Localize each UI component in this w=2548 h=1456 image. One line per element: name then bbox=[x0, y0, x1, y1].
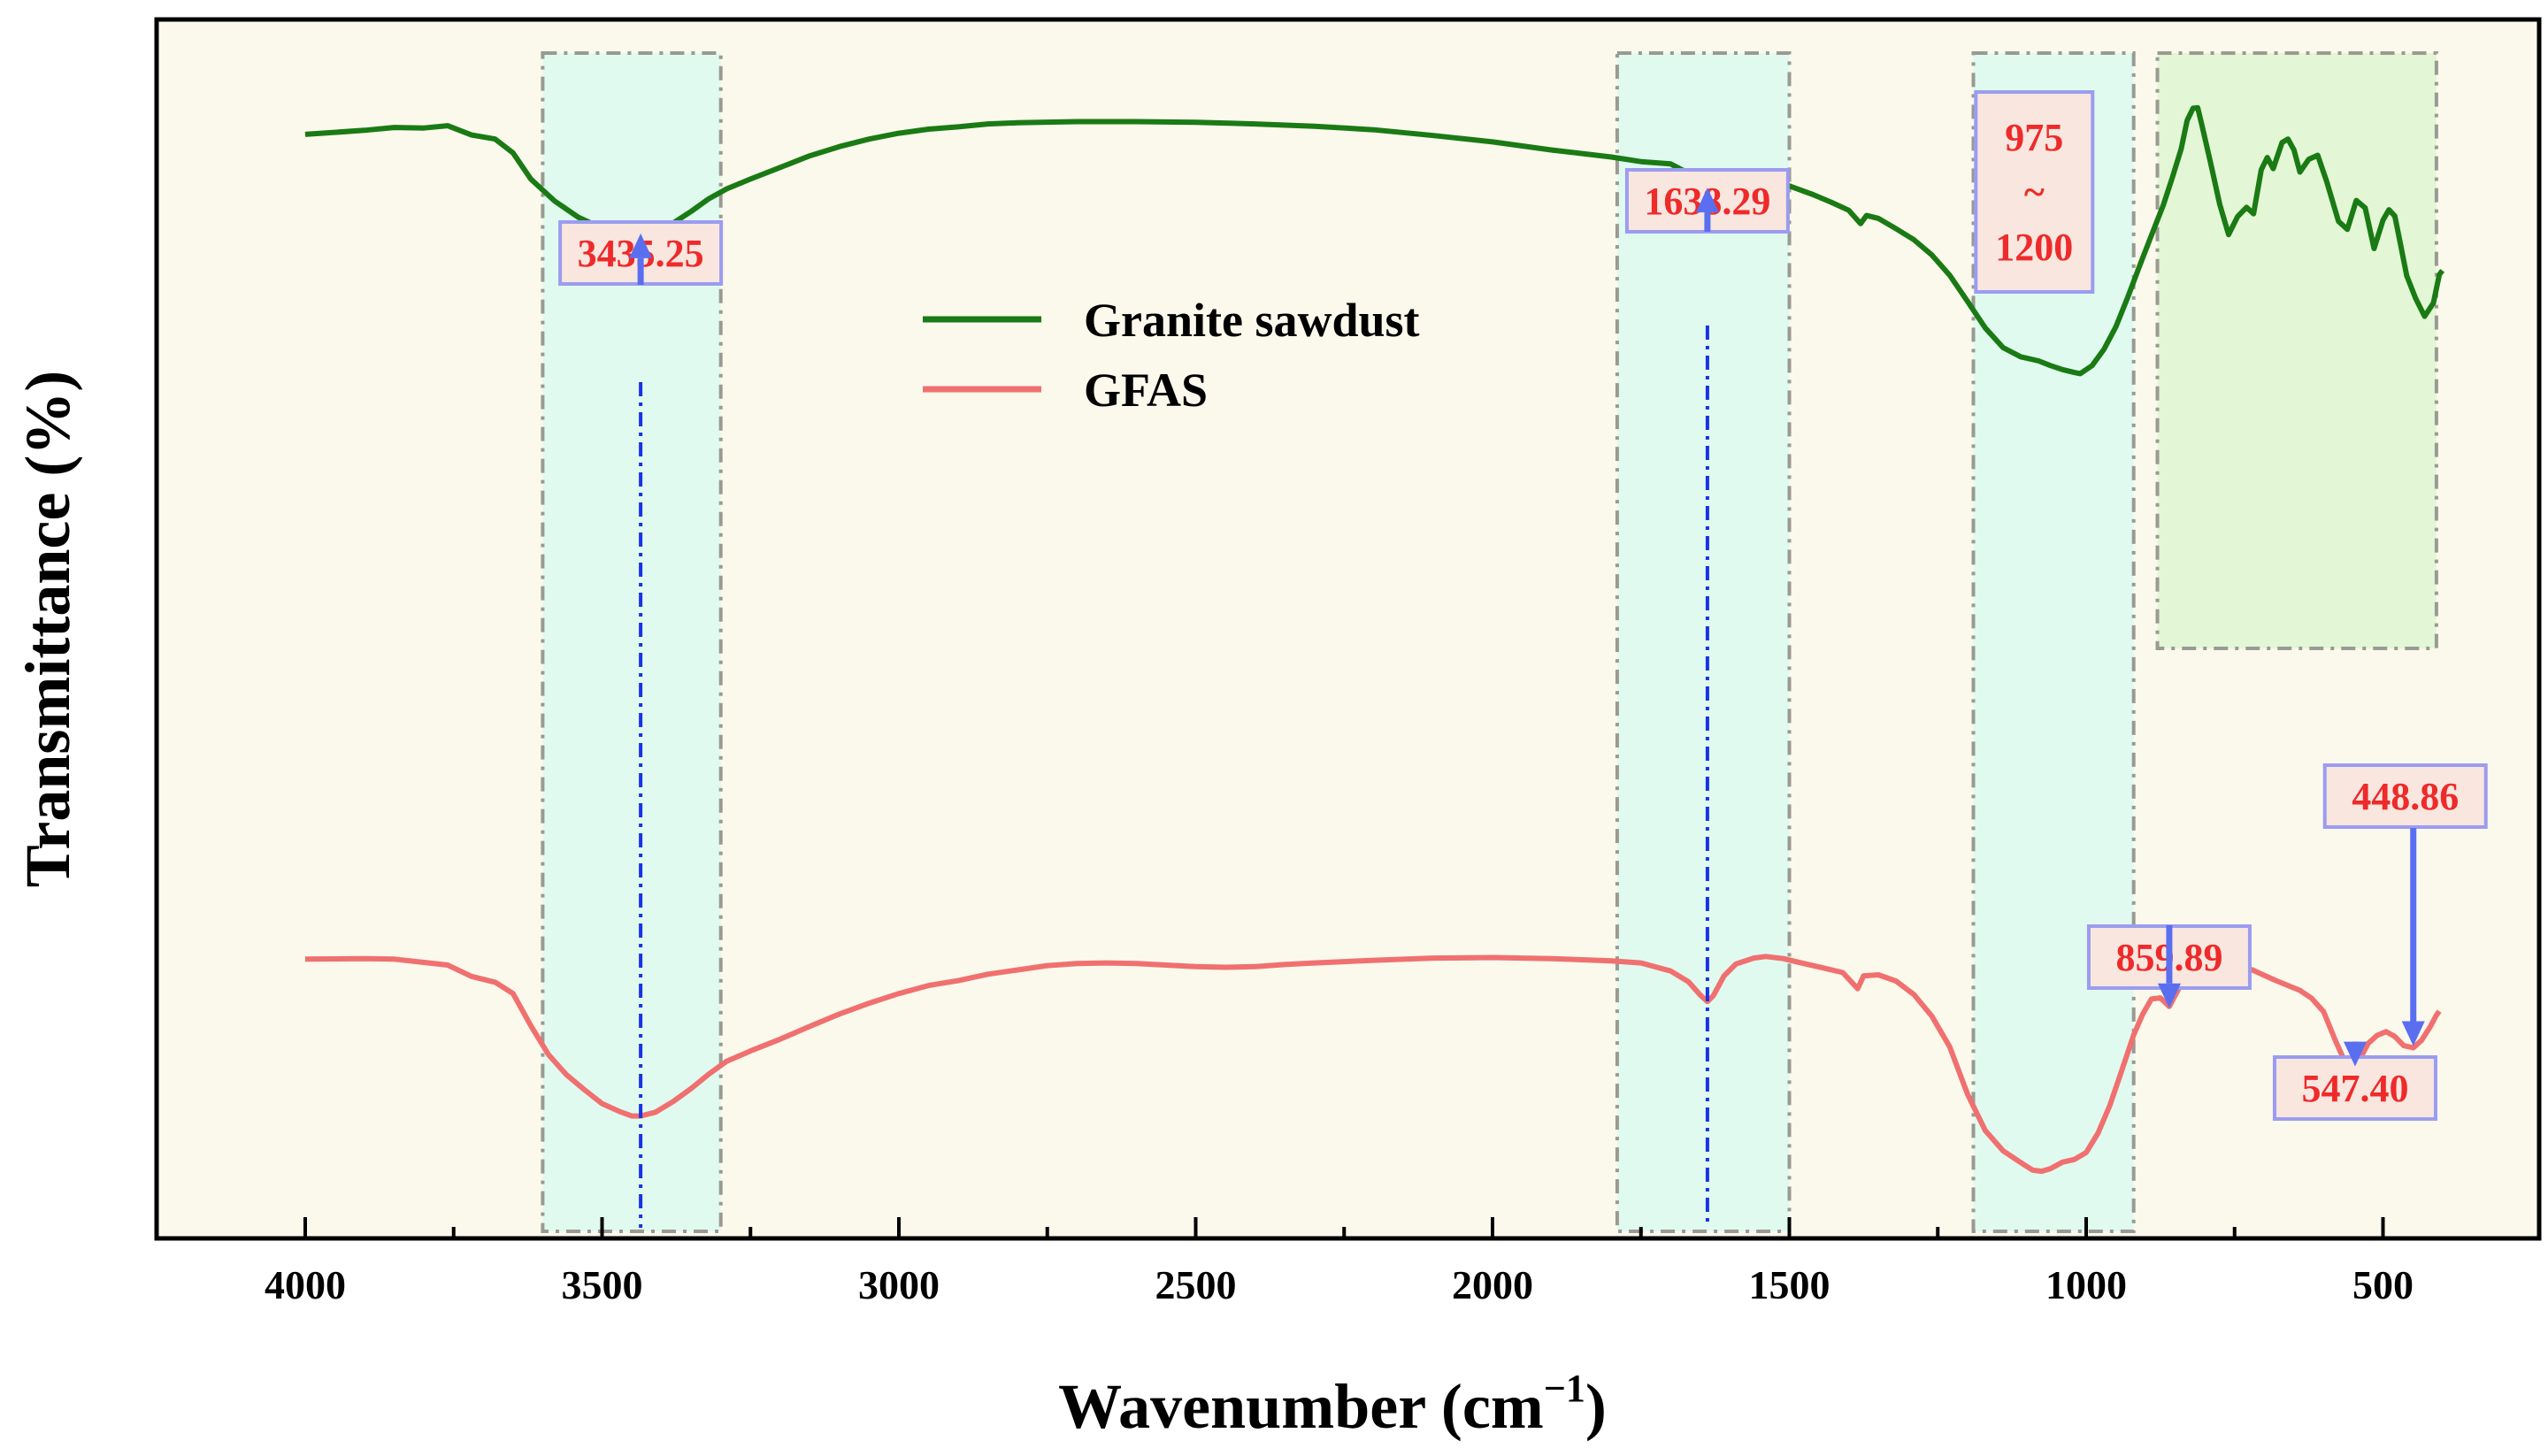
series-line-gfas bbox=[304, 953, 2442, 1175]
arrow-head bbox=[1695, 188, 1719, 213]
annotation-547-text: 547.40 bbox=[2301, 1067, 2408, 1110]
legend: Granite sawdust GFAS bbox=[923, 294, 1420, 417]
series-line-granite-sawdust bbox=[304, 104, 2445, 377]
arrow-head bbox=[2401, 1021, 2425, 1046]
annotation-448-text: 448.86 bbox=[2352, 775, 2459, 818]
annotation-range-text: ~ bbox=[2024, 171, 2045, 214]
x-tick-label: 1000 bbox=[2045, 1262, 2127, 1307]
x-axis-title-text: Wavenumber (cm bbox=[1058, 1371, 1544, 1442]
annotation-range-text: 1200 bbox=[1995, 226, 2073, 269]
arrow-head bbox=[629, 233, 653, 258]
arrow-head bbox=[2157, 983, 2181, 1008]
y-axis-title: Transmittance (%) bbox=[12, 371, 83, 888]
legend-label-gfas: GFAS bbox=[1084, 364, 1208, 417]
x-tick-label: 3000 bbox=[858, 1262, 940, 1307]
highlight-region bbox=[1615, 51, 1792, 1233]
annotation-547-box bbox=[2272, 1055, 2437, 1121]
highlight-region bbox=[2155, 51, 2438, 650]
series-layer bbox=[304, 104, 2445, 1175]
guide-lines bbox=[639, 326, 1709, 1228]
x-tick-label: 3500 bbox=[562, 1262, 643, 1307]
plot-frame bbox=[154, 17, 2542, 1241]
x-tick-label: 2500 bbox=[1155, 1262, 1237, 1307]
x-tick-label: 2000 bbox=[1452, 1262, 1533, 1307]
x-axis-title: Wavenumber (cm−1) bbox=[1058, 1367, 1607, 1442]
x-axis-title-close: ) bbox=[1585, 1371, 1607, 1442]
x-tick-label: 4000 bbox=[265, 1262, 346, 1307]
arrow-head bbox=[2343, 1041, 2367, 1067]
legend-label-granite-sawdust: Granite sawdust bbox=[1084, 294, 1420, 347]
x-tick-label: 500 bbox=[2352, 1262, 2414, 1307]
x-tick-label: 1500 bbox=[1749, 1262, 1830, 1307]
x-axis-title-superscript: −1 bbox=[1544, 1367, 1585, 1410]
x-axis-ticks: 4000 3500 3000 2500 2000 1500 1000 500 bbox=[265, 1217, 2414, 1307]
annotation-range-box bbox=[1974, 90, 2095, 294]
annotation-448-box bbox=[2322, 763, 2488, 829]
annotation-range-text: 975 bbox=[2005, 116, 2063, 159]
